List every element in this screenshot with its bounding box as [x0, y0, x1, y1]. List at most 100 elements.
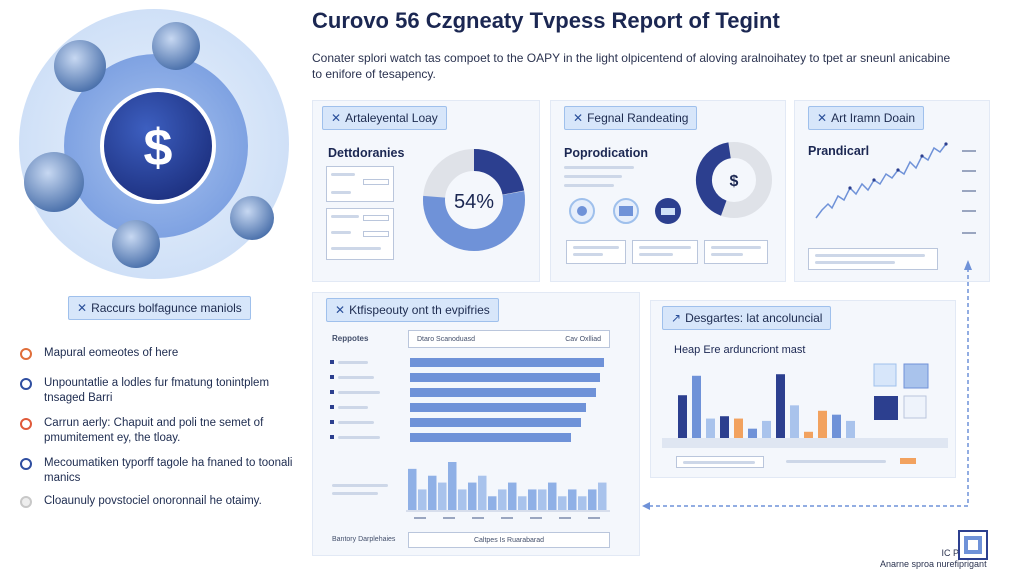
- list-item: Cloaunuly povstociel onoronnail he otaim…: [20, 494, 300, 509]
- expenditure-bottom-button[interactable]: Caltpes Is Ruarabarad: [408, 532, 610, 548]
- histogram-bar: [518, 496, 527, 510]
- descriptive-bar: [790, 405, 799, 438]
- dollar-symbol: $: [730, 173, 739, 190]
- row-label-line: [338, 436, 380, 439]
- hero-chip[interactable]: ✕ Raccurs bolfagunce maniols: [68, 296, 251, 320]
- descriptive-bar: [734, 418, 743, 438]
- expenditure-search-box[interactable]: Dtaro Scanoduasd Cav Oxlliad: [408, 330, 610, 348]
- bullet-blue-icon: [20, 378, 32, 390]
- histogram-bar: [478, 475, 487, 510]
- expenditure-bar-row: [330, 416, 610, 428]
- photo-bubble-icon: [54, 40, 106, 92]
- expenditure-label: Reppotes: [332, 334, 369, 343]
- photo-bubble-icon: [24, 152, 84, 212]
- histogram-bar: [538, 489, 547, 510]
- fiscal-donut-chart: $: [696, 142, 772, 218]
- photo-bubble-icon: [230, 196, 274, 240]
- expenditure-side-lines: [332, 484, 392, 495]
- bullet-gray-icon: [20, 496, 32, 508]
- expenditure-bar-list: [330, 356, 610, 448]
- dollar-symbol: $: [144, 119, 173, 177]
- expenditure-bar-row: [330, 356, 610, 368]
- report-icon: [874, 396, 898, 420]
- row-bullet: [330, 435, 334, 439]
- dollar-coin-icon: [100, 88, 216, 204]
- note-icon: [903, 395, 927, 419]
- page-title: Curovo 56 Czgneaty Tvpess Report of Tegi…: [312, 8, 780, 33]
- fiscal-lines: [564, 166, 646, 187]
- descriptive-bar: [776, 374, 785, 438]
- expenditure-bar-row: [330, 371, 610, 383]
- histogram-bar: [548, 482, 557, 510]
- histogram-tick: [472, 517, 484, 519]
- histogram-bar: [588, 489, 597, 510]
- descriptive-bar: [692, 375, 701, 438]
- photo-bubble-icon: [152, 22, 200, 70]
- histogram-tick: [443, 517, 455, 519]
- descriptive-chip[interactable]: ↗ Desgartes: lat ancoluncial: [662, 306, 832, 330]
- histogram-bar: [598, 482, 607, 510]
- descriptive-bar: [720, 416, 729, 438]
- histogram-bar: [408, 468, 417, 510]
- fiscal-label: Poprodication: [564, 146, 649, 160]
- row-label-line: [338, 421, 374, 424]
- row-bullet: [330, 405, 334, 409]
- trend-info-box: [808, 248, 938, 270]
- expenditure-chip[interactable]: ✕ Ktfispeouty ont th evpifries: [326, 298, 499, 322]
- descriptive-bar-chart: [678, 374, 855, 438]
- histogram-bar: [528, 489, 537, 510]
- hero-illustration: $: [19, 9, 289, 279]
- histogram-bar: [428, 475, 437, 510]
- row-label-line: [338, 376, 374, 379]
- qr-code-icon[interactable]: [958, 530, 988, 560]
- list-item: Mapural eomeotes of here: [20, 346, 300, 361]
- histogram-tick: [530, 517, 542, 519]
- histogram-tick: [414, 517, 426, 519]
- descriptive-bar: [832, 414, 841, 438]
- close-icon: ✕: [77, 301, 88, 315]
- descriptive-info-box: [676, 456, 764, 468]
- trend-chip[interactable]: ✕ Art Iramn Doain: [808, 106, 925, 130]
- histogram-tick: [501, 517, 513, 519]
- list-item: Unpountatlie a lodles fur fmatung tonint…: [20, 376, 300, 406]
- descriptive-label: Heap Ere arduncriont mast: [674, 344, 806, 356]
- page-subtitle: Conater splori watch tas compoet to the …: [312, 51, 951, 81]
- histogram-bar: [458, 489, 467, 510]
- expenditure-bar: [410, 373, 601, 382]
- fiscal-info-box: [566, 240, 626, 264]
- row-label-line: [338, 391, 380, 394]
- document-icon: [873, 363, 897, 387]
- legend-swatch: [900, 458, 916, 464]
- row-label-line: [338, 406, 368, 409]
- analytical-label: Dettdoranies: [328, 146, 405, 160]
- expenditure-bottom-label: Bantory Darplehaies: [332, 536, 396, 543]
- fiscal-chip[interactable]: ✕ Fegnal Randeating: [564, 106, 698, 130]
- row-bullet: [330, 390, 334, 394]
- row-bullet: [330, 420, 334, 424]
- folder-icon: [903, 363, 929, 389]
- close-icon: ✕: [331, 111, 342, 125]
- histogram-bar: [578, 496, 587, 510]
- analytical-form-box: [326, 166, 394, 202]
- fiscal-info-box: [632, 240, 698, 264]
- row-bullet: [330, 375, 334, 379]
- trend-line-chart: [815, 142, 976, 234]
- list-item: Carrun aerly: Chapuit and poli tne semet…: [20, 416, 300, 446]
- analytical-donut-chart: 54%: [423, 149, 525, 251]
- histogram-bar: [508, 482, 517, 510]
- expenditure-bar: [410, 418, 581, 427]
- expenditure-bar: [410, 358, 605, 367]
- descriptive-bar: [748, 428, 757, 438]
- chart-icon: ↗: [671, 311, 682, 325]
- histogram-bar: [558, 496, 567, 510]
- bullet-orange-icon: [20, 348, 32, 360]
- close-icon: ✕: [335, 303, 346, 317]
- descriptive-footer-lines: [786, 460, 896, 463]
- histogram-bar: [468, 482, 477, 510]
- bullet-blue-icon: [20, 458, 32, 470]
- expenditure-bar: [410, 433, 571, 442]
- analytical-chip[interactable]: ✕ Artaleyental Loay: [322, 106, 447, 130]
- list-item: Mecoumatiken typorff tagole ha fnaned to…: [20, 456, 300, 486]
- histogram-tick: [559, 517, 571, 519]
- row-bullet: [330, 360, 334, 364]
